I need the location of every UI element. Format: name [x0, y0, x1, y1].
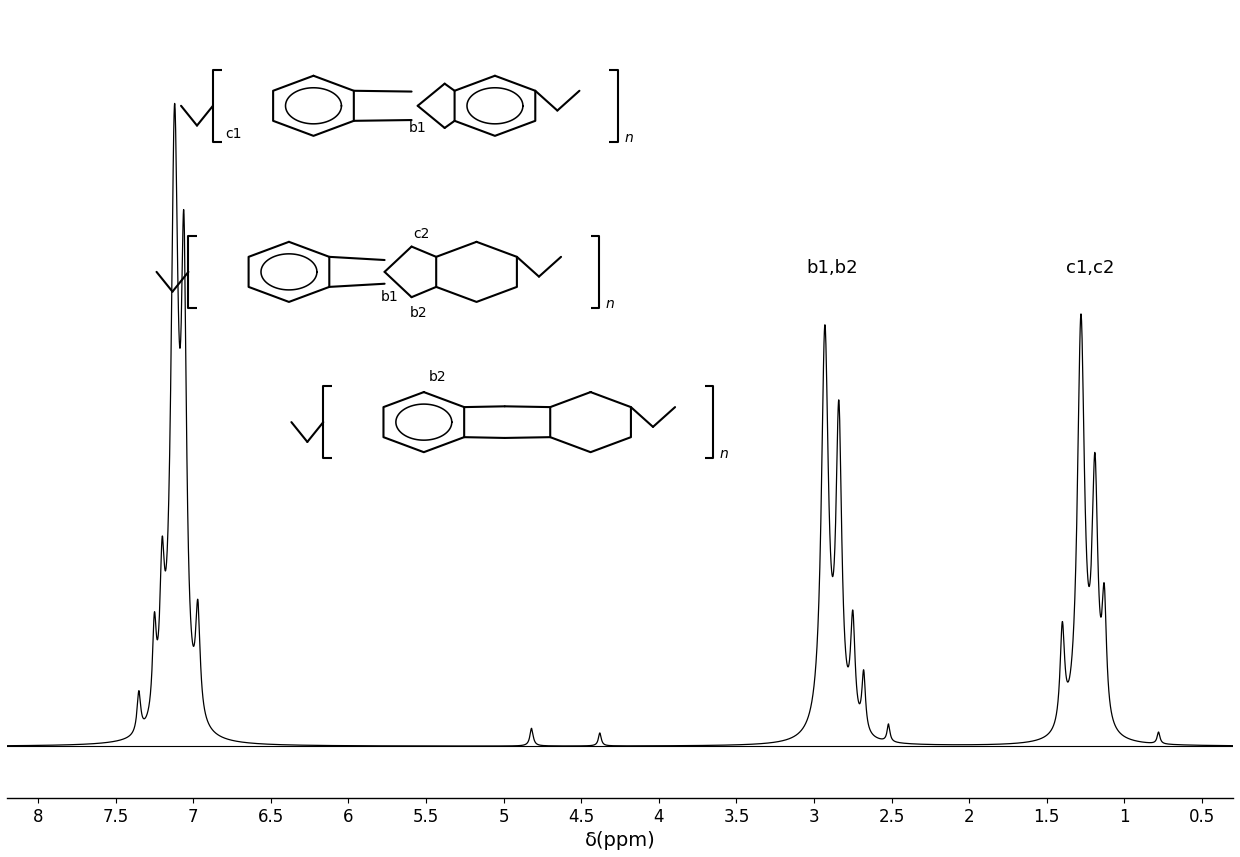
Text: n: n [624, 131, 632, 145]
Text: n: n [720, 447, 729, 461]
Text: c2: c2 [413, 227, 429, 241]
X-axis label: δ(ppm): δ(ppm) [584, 831, 656, 850]
Text: b1,b2: b1,b2 [807, 259, 858, 277]
Text: n: n [606, 297, 615, 311]
Text: c1: c1 [226, 127, 242, 141]
Text: b2: b2 [410, 306, 428, 320]
Text: b1: b1 [381, 291, 398, 304]
Text: c1,c2: c1,c2 [1066, 259, 1115, 277]
Text: b2: b2 [429, 370, 446, 384]
Text: b1: b1 [409, 121, 427, 135]
